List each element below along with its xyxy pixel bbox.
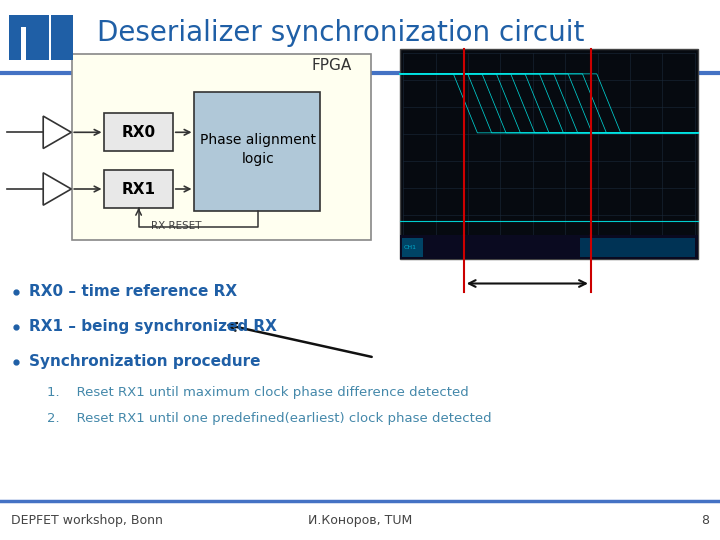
Text: RX RESET: RX RESET xyxy=(151,221,202,231)
Text: 8: 8 xyxy=(701,514,709,527)
Bar xyxy=(104,170,173,208)
Text: RX0 – time reference RX: RX0 – time reference RX xyxy=(29,284,237,299)
Bar xyxy=(0,0,720,73)
Text: Synchronization procedure: Synchronization procedure xyxy=(29,354,261,369)
Text: FPGA: FPGA xyxy=(311,58,351,73)
Text: RX1: RX1 xyxy=(122,181,156,197)
Text: CH1: CH1 xyxy=(403,245,416,249)
Text: 2.    Reset RX1 until one predefined(earliest) clock phase detected: 2. Reset RX1 until one predefined(earlie… xyxy=(47,412,492,425)
Text: RX0: RX0 xyxy=(122,125,156,140)
Bar xyxy=(37,15,50,60)
Text: 1.    Reset RX1 until maximum clock phase difference detected: 1. Reset RX1 until maximum clock phase d… xyxy=(47,386,469,399)
Bar xyxy=(26,50,50,60)
Text: DEPFET workshop, Bonn: DEPFET workshop, Bonn xyxy=(11,514,163,527)
Bar xyxy=(400,49,698,259)
Polygon shape xyxy=(43,173,71,205)
Bar xyxy=(9,15,35,28)
Text: И.Коноров, TUM: И.Коноров, TUM xyxy=(308,514,412,527)
Text: logic: logic xyxy=(241,152,274,166)
Text: Phase alignment: Phase alignment xyxy=(199,133,316,147)
Bar xyxy=(62,15,73,60)
Bar xyxy=(402,238,423,256)
Bar xyxy=(194,92,320,211)
Text: RX1 – being synchronized RX: RX1 – being synchronized RX xyxy=(29,319,276,334)
Bar xyxy=(104,113,173,151)
Polygon shape xyxy=(43,116,71,148)
Bar xyxy=(72,54,371,240)
Bar xyxy=(400,235,698,259)
Bar xyxy=(52,15,62,60)
Bar xyxy=(580,238,695,256)
Text: Deserializer synchronization circuit: Deserializer synchronization circuit xyxy=(97,19,585,48)
Bar xyxy=(26,15,37,60)
Bar xyxy=(9,15,22,60)
